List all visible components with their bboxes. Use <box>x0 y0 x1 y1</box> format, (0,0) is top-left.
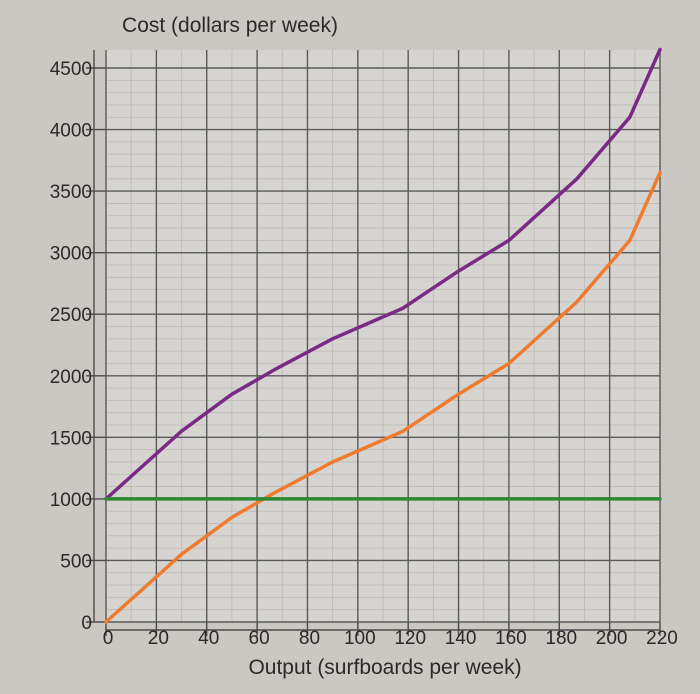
x-tick-label: 80 <box>299 628 320 649</box>
y-tick-label: 1500 <box>50 428 92 449</box>
y-tick-label: 1000 <box>50 490 92 511</box>
series-line-1 <box>104 170 662 624</box>
y-axis-label: Cost (dollars per week) <box>122 14 338 37</box>
x-tick-label: 120 <box>394 628 426 649</box>
x-tick-label: 20 <box>148 628 169 649</box>
x-tick-label: 0 <box>103 628 114 649</box>
x-tick-label: 100 <box>344 628 376 649</box>
x-tick-label: 40 <box>198 628 219 649</box>
x-axis-label: Output (surfboards per week) <box>248 656 521 679</box>
x-tick-label: 220 <box>646 628 678 649</box>
y-tick-label: 4000 <box>50 121 92 142</box>
x-tick-label: 140 <box>445 628 477 649</box>
x-tick-label: 180 <box>545 628 577 649</box>
y-tick-label: 0 <box>81 613 92 634</box>
y-tick-label: 3000 <box>50 244 92 265</box>
x-tick-label: 160 <box>495 628 527 649</box>
x-tick-label: 60 <box>249 628 270 649</box>
y-tick-label: 500 <box>60 551 92 572</box>
y-tick-label: 3500 <box>50 182 92 203</box>
series-line-0 <box>104 47 662 501</box>
x-tick-label: 200 <box>596 628 628 649</box>
y-tick-label: 2000 <box>50 367 92 388</box>
y-tick-label: 4500 <box>50 59 92 80</box>
y-tick-label: 2500 <box>50 305 92 326</box>
